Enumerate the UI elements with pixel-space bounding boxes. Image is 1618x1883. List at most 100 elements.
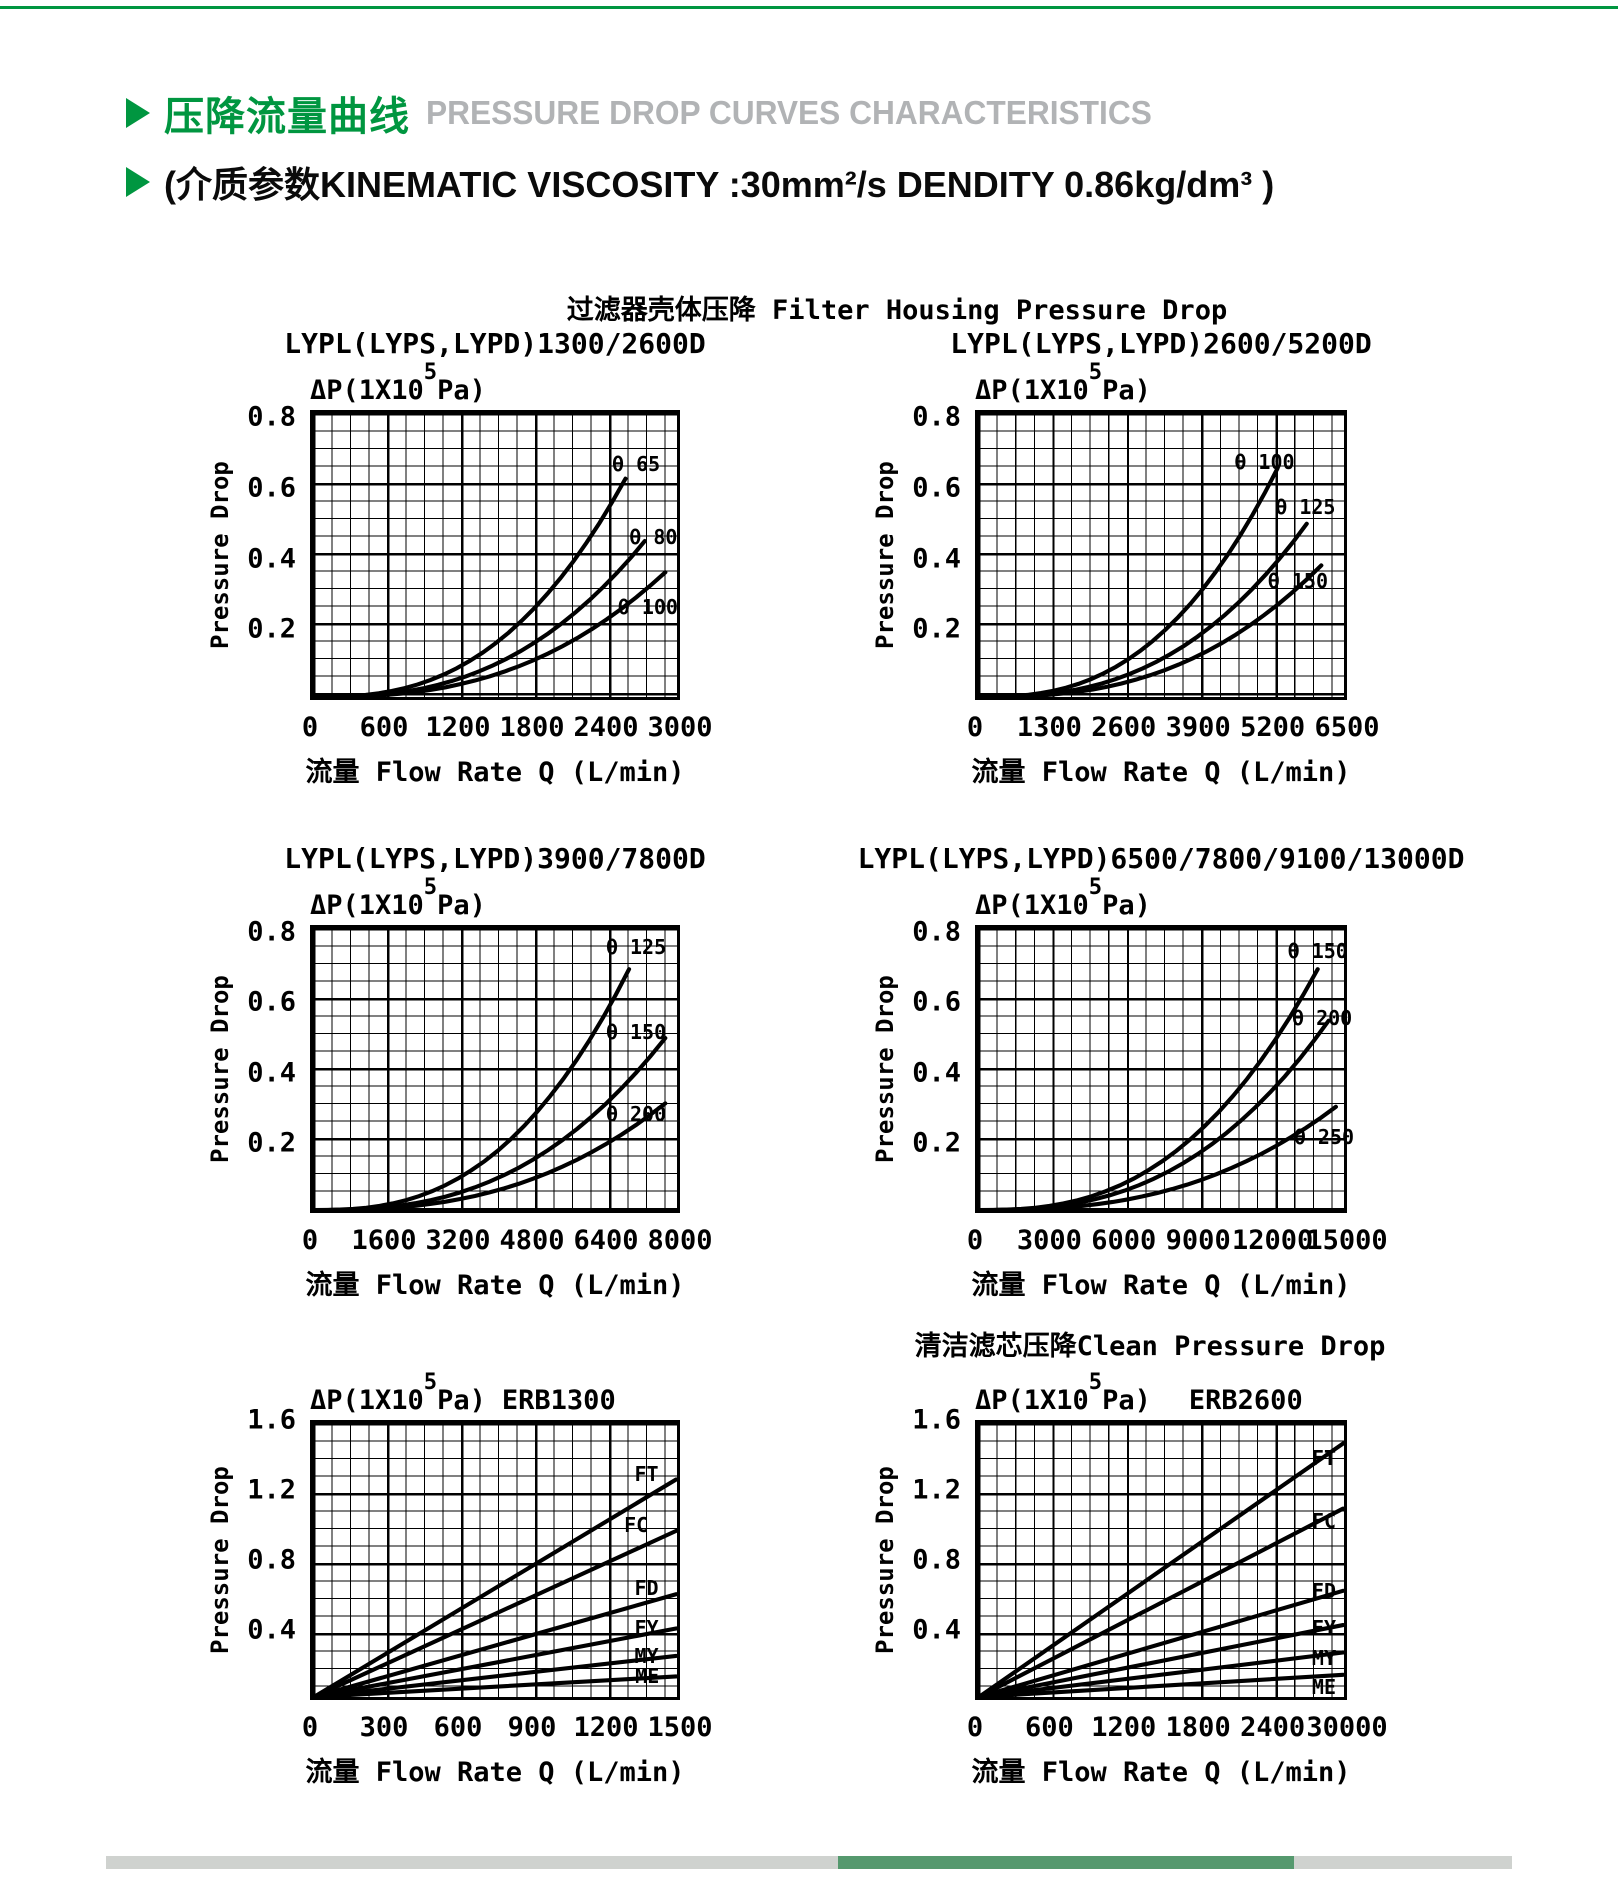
chart-element-erb1300: ΔP(1X105Pa) ERB1300 Pressure Drop FT FC FD F… xyxy=(206,1369,713,1788)
x-tick-label: 2400 xyxy=(1240,1712,1306,1743)
y-axis-title: Pressure Drop xyxy=(206,975,234,1163)
y-axis-title: Pressure Drop xyxy=(871,461,899,649)
y-axis-title: Pressure Drop xyxy=(871,1466,899,1654)
y-axis-title: Pressure Drop xyxy=(871,975,899,1163)
curve-label: FY xyxy=(634,1615,659,1640)
x-tick-label: 1200 xyxy=(425,712,491,743)
dp-unit-suffix: Pa) xyxy=(1102,1385,1151,1416)
dp-unit-suffix: Pa) xyxy=(1102,890,1151,921)
bullet-arrow-icon xyxy=(126,98,150,128)
x-tick-label: 900 xyxy=(507,1712,557,1743)
curves-canvas xyxy=(313,476,668,697)
x-tick-label: 1500 xyxy=(647,1712,713,1743)
curve-θ200 xyxy=(313,1101,668,1210)
y-tick-label: 0.4 xyxy=(912,1057,961,1088)
chart-title: LYPL(LYPS,LYPD)2600/5200D xyxy=(950,327,1372,360)
curve-θ125 xyxy=(313,967,632,1210)
y-tick-label: 0.6 xyxy=(912,472,961,504)
x-axis-title: 流量 Flow Rate Q (L/min) xyxy=(305,1757,685,1788)
curve-label: MY xyxy=(634,1643,659,1668)
dp-unit-exponent: 5 xyxy=(423,874,438,901)
x-tick-label: 5200 xyxy=(1240,712,1306,743)
x-tick-label: 0 xyxy=(301,1712,319,1743)
curve-label: ME xyxy=(635,1663,660,1688)
x-tick-label: 12000 xyxy=(1231,1225,1314,1256)
dp-unit-exponent: 5 xyxy=(423,1369,438,1396)
dp-unit-prefix: ΔP(1X10 xyxy=(310,1385,424,1416)
curve-label: θ 200 xyxy=(605,1102,667,1127)
curve-label: θ 65 xyxy=(612,452,661,477)
dp-unit-suffix: Pa) xyxy=(437,1385,486,1416)
x-tick-label: 6000 xyxy=(1091,1225,1157,1256)
plot-area: θ 150 θ 200 θ 250 xyxy=(975,925,1354,1213)
dp-unit-suffix: Pa) xyxy=(1102,375,1151,406)
chart-title: LYPL(LYPS,LYPD)1300/2600D xyxy=(284,327,706,360)
curve-FT xyxy=(978,1441,1344,1697)
y-tick-label: 0.8 xyxy=(247,401,296,433)
y-tick-label: 0.4 xyxy=(247,1614,296,1646)
y-tick-label: 0.6 xyxy=(912,986,961,1018)
x-tick-label: 0 xyxy=(966,712,984,743)
dp-unit-exponent: 5 xyxy=(423,359,438,386)
curve-label: θ 125 xyxy=(1275,494,1336,519)
y-tick-label: 0.6 xyxy=(247,472,296,504)
curve-label: MY xyxy=(1311,1645,1336,1670)
dp-unit-exponent: 5 xyxy=(1088,359,1103,386)
footer-green-segment xyxy=(838,1856,1294,1869)
dp-unit-prefix: ΔP(1X10 xyxy=(975,1385,1089,1416)
curve-label: θ 100 xyxy=(1234,450,1295,475)
curve-θ65 xyxy=(313,476,628,697)
x-tick-label: 0 xyxy=(966,1712,984,1743)
curves-canvas xyxy=(978,1441,1344,1697)
x-tick-label: 0 xyxy=(301,1225,319,1256)
curve-label: FC xyxy=(624,1512,649,1537)
y-tick-label: 1.6 xyxy=(912,1404,961,1436)
x-axis-title: 流量 Flow Rate Q (L/min) xyxy=(971,1757,1351,1788)
dp-unit-suffix: Pa) xyxy=(437,375,486,406)
x-tick-label: 6400 xyxy=(573,1225,639,1256)
chart-housing-3900-7800: LYPL(LYPS,LYPD)3900/7800D ΔP(1X105Pa) Pr… xyxy=(206,842,713,1301)
model-label: ERB2600 xyxy=(1188,1385,1303,1416)
curve-label: θ 80 xyxy=(629,524,678,549)
x-tick-label: 0 xyxy=(301,712,319,743)
plot-area: θ 125 θ 150 θ 200 xyxy=(310,925,680,1213)
plot-area: FT FC FD FY MY ME xyxy=(310,1420,680,1700)
curve-ME xyxy=(978,1672,1344,1697)
curve-label: θ 200 xyxy=(1291,1005,1353,1030)
dp-unit-prefix: ΔP(1X10 xyxy=(310,890,424,921)
curve-label: FT xyxy=(634,1461,659,1486)
dp-unit-prefix: ΔP(1X10 xyxy=(310,375,424,406)
x-tick-label: 9000 xyxy=(1165,1225,1231,1256)
curve-θ250 xyxy=(978,1104,1338,1210)
curve-θ100 xyxy=(313,570,668,697)
x-tick-label: 2400 xyxy=(573,712,639,743)
y-tick-label: 1.6 xyxy=(247,1404,296,1436)
x-tick-label: 3000 xyxy=(647,712,713,743)
x-axis-title: 流量 Flow Rate Q (L/min) xyxy=(305,757,685,788)
y-tick-label: 0.8 xyxy=(912,401,961,433)
curve-θ125 xyxy=(978,521,1309,697)
x-tick-label: 600 xyxy=(359,712,409,743)
dp-unit-prefix: ΔP(1X10 xyxy=(975,375,1089,406)
plot-area: θ 65 θ 80 θ 100 xyxy=(310,410,680,700)
curve-MY xyxy=(313,1653,677,1697)
x-tick-label: 8000 xyxy=(647,1225,713,1256)
plot-area: FT FC FD FY MY ME xyxy=(975,1420,1347,1700)
curves-canvas xyxy=(313,967,668,1210)
dp-unit-exponent: 5 xyxy=(1088,874,1103,901)
chart-element-erb2600: ΔP(1X105Pa) ERB2600 Pressure Drop FT FC FD F… xyxy=(871,1369,1388,1788)
curve-θ150 xyxy=(978,563,1324,697)
page-title-cn: 压降流量曲线 xyxy=(164,95,410,139)
x-tick-label: 1600 xyxy=(351,1225,417,1256)
page-title-en: PRESSURE DROP CURVES CHARACTERISTICS xyxy=(426,94,1152,131)
y-tick-label: 0.8 xyxy=(247,1544,296,1576)
curve-label: θ 250 xyxy=(1293,1124,1355,1149)
x-tick-label: 1800 xyxy=(1165,1712,1231,1743)
curve-FD xyxy=(313,1592,677,1697)
y-tick-label: 0.6 xyxy=(247,986,296,1018)
y-tick-label: 0.2 xyxy=(247,613,296,645)
clean-section-title: 清洁滤芯压降Clean Pressure Drop xyxy=(914,1331,1386,1362)
curve-MY xyxy=(978,1650,1344,1697)
dp-unit-exponent: 5 xyxy=(1088,1369,1103,1396)
